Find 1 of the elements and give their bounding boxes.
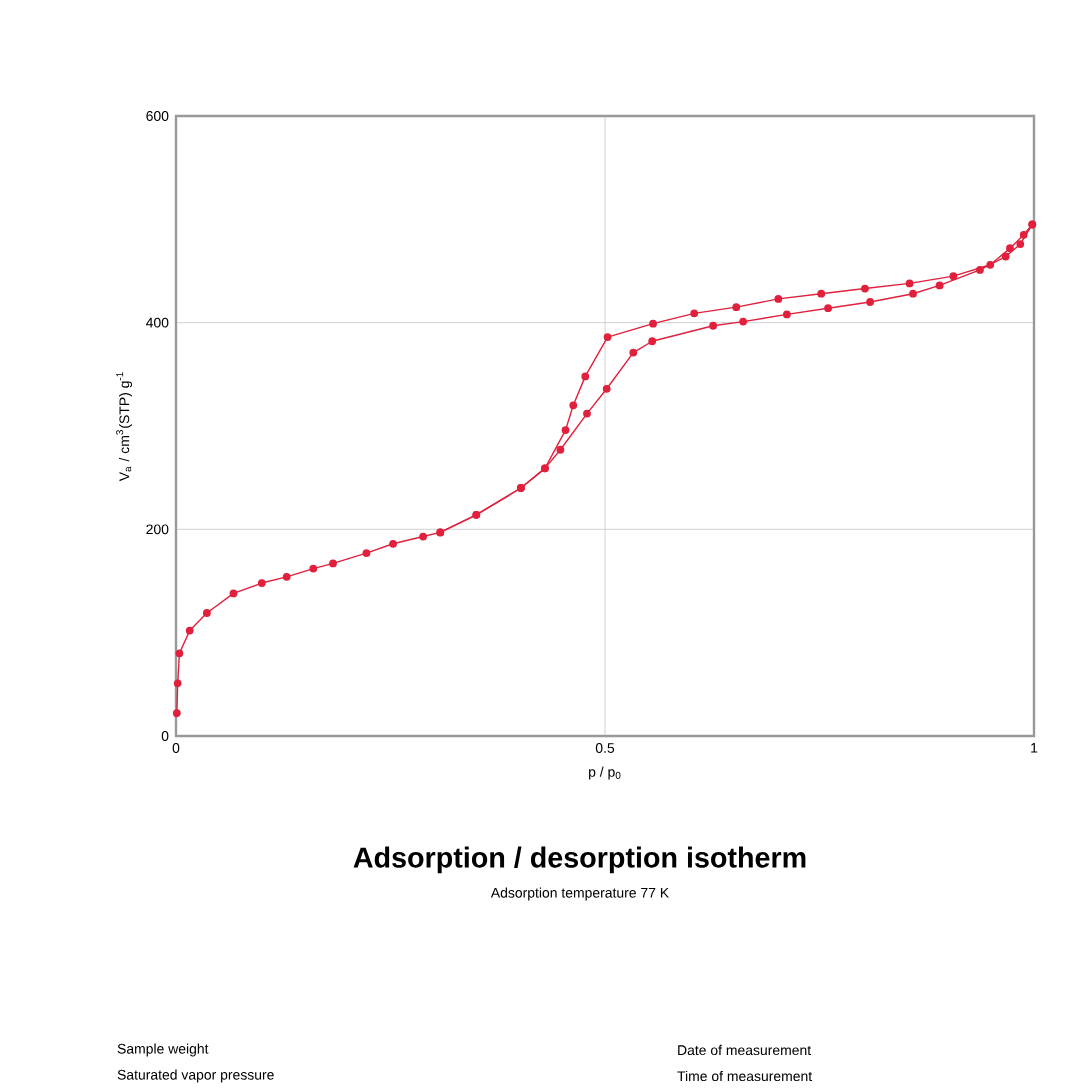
text: Adsorption / desorption isotherm [353,846,806,874]
